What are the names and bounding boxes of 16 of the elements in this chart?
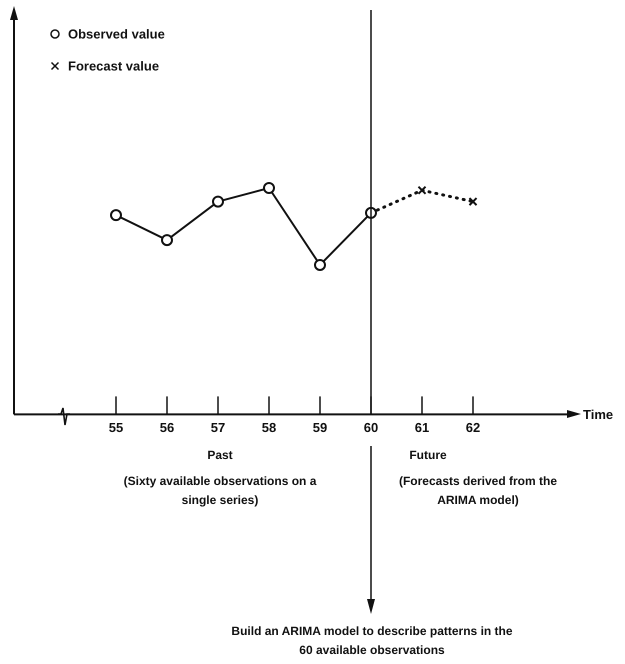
x-tick-label: 62: [466, 420, 480, 435]
text: Future: [408, 447, 448, 464]
legend-label: Observed value: [68, 26, 165, 42]
x-tick-label: 58: [262, 420, 276, 435]
x-axis-title: Time: [583, 406, 614, 422]
x-tick-label: 59: [312, 420, 328, 435]
text: (Sixty available observations on a single series): [122, 473, 318, 509]
legend-label: Forecast value: [68, 58, 160, 74]
text: (Forecasts derived from the ARIMA model): [398, 473, 558, 509]
x-tick-label: 61: [414, 420, 430, 435]
x-tick-label: 57: [210, 420, 226, 435]
x-tick-label: 60: [364, 420, 378, 435]
x-tick-label: 56: [160, 420, 174, 435]
text: Past: [206, 447, 234, 464]
x-tick-label: 55: [108, 420, 124, 435]
text: Build an ARIMA model to describe patterns in the 60 available observations: [230, 623, 514, 659]
